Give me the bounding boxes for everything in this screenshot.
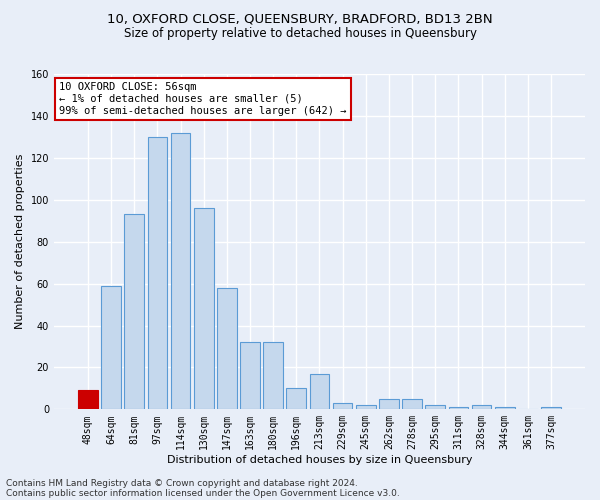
Bar [78,390,98,409]
Text: Contains public sector information licensed under the Open Government Licence v3: Contains public sector information licen… [6,488,400,498]
Bar [472,405,491,409]
Bar [101,286,121,410]
Bar [333,403,352,409]
Text: 10 OXFORD CLOSE: 56sqm
← 1% of detached houses are smaller (5)
99% of semi-detac: 10 OXFORD CLOSE: 56sqm ← 1% of detached … [59,82,347,116]
X-axis label: Distribution of detached houses by size in Queensbury: Distribution of detached houses by size … [167,455,472,465]
Text: Size of property relative to detached houses in Queensbury: Size of property relative to detached ho… [124,28,476,40]
Bar [495,407,515,410]
Bar [170,132,190,409]
Y-axis label: Number of detached properties: Number of detached properties [15,154,25,330]
Bar [286,388,306,409]
Bar [356,405,376,409]
Bar [240,342,260,409]
Bar [402,399,422,409]
Bar [263,342,283,409]
Text: 10, OXFORD CLOSE, QUEENSBURY, BRADFORD, BD13 2BN: 10, OXFORD CLOSE, QUEENSBURY, BRADFORD, … [107,12,493,26]
Bar [425,405,445,409]
Bar [310,374,329,410]
Bar [217,288,236,410]
Bar [541,407,561,410]
Text: Contains HM Land Registry data © Crown copyright and database right 2024.: Contains HM Land Registry data © Crown c… [6,478,358,488]
Bar [449,407,468,410]
Bar [379,399,399,409]
Bar [124,214,144,410]
Bar [148,137,167,409]
Bar [194,208,214,410]
